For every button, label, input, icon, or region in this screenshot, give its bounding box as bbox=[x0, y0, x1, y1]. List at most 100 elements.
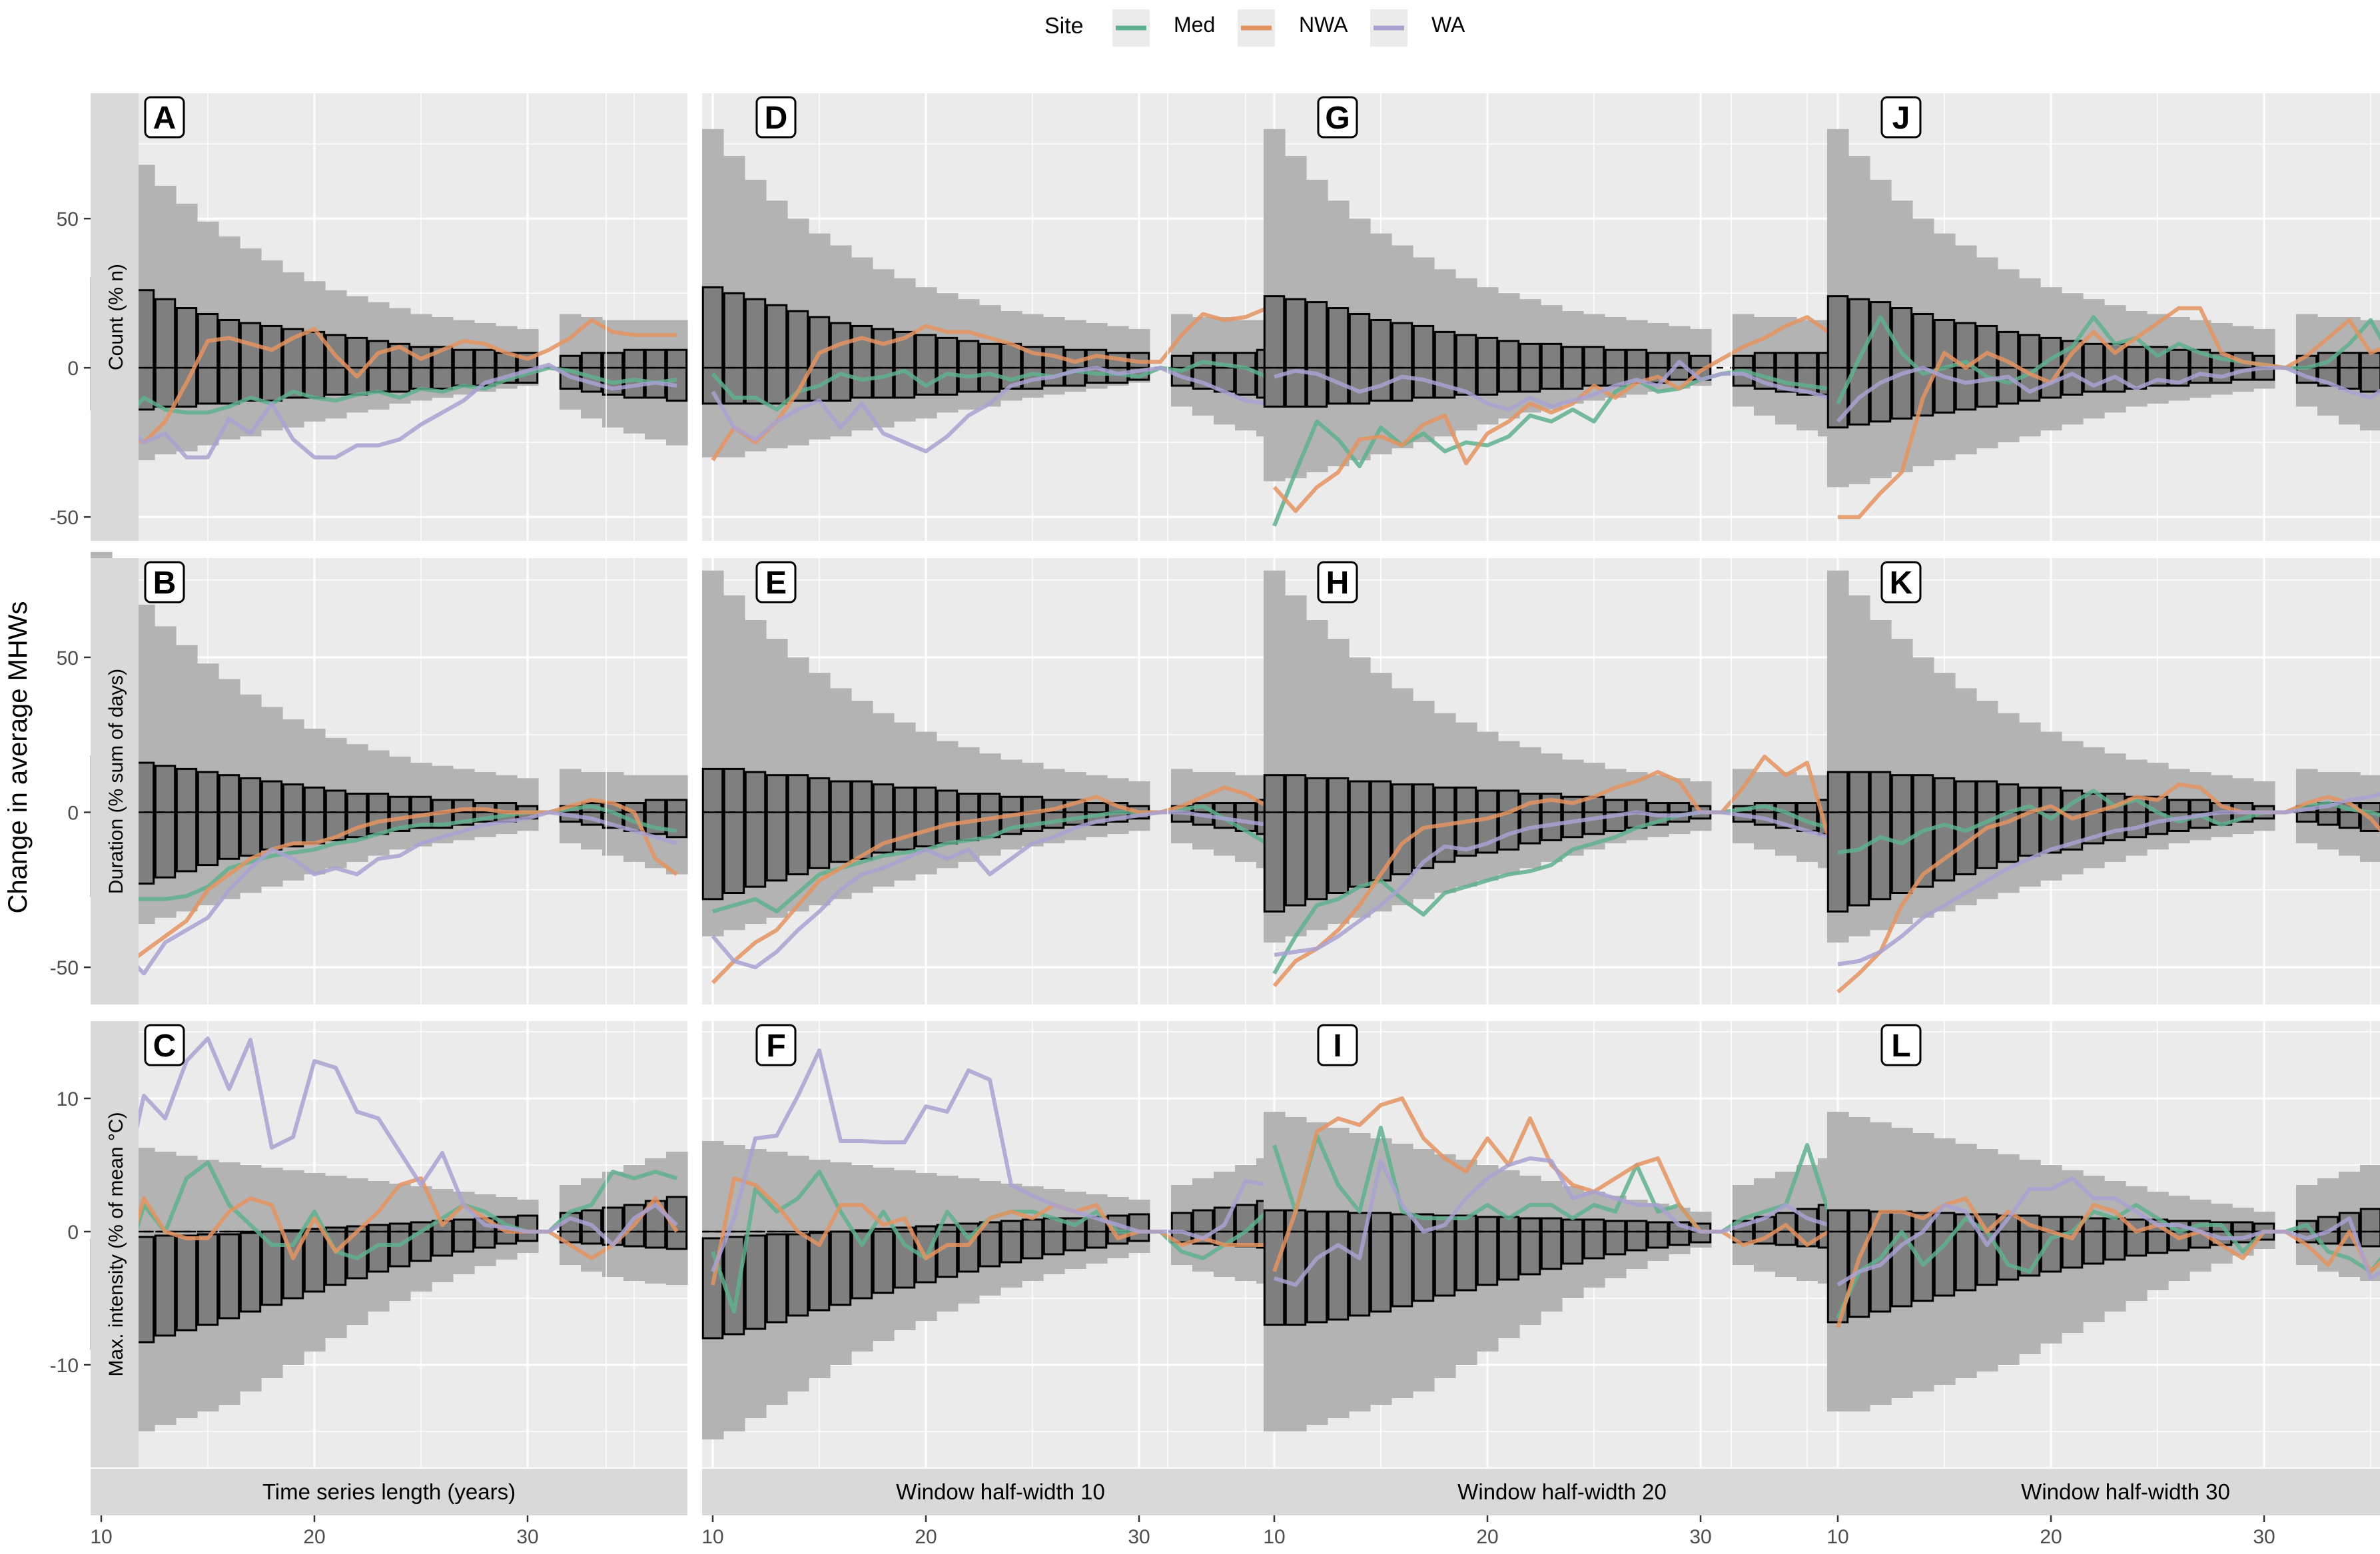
panel-label-text: E bbox=[765, 566, 787, 601]
panels: A Count (% n) -50 0 50 D G J B Duration (% sum of… bbox=[50, 93, 2380, 1548]
iqr-box bbox=[787, 774, 809, 876]
series-line-nwa bbox=[1838, 306, 2380, 520]
panel-label-text: H bbox=[1326, 566, 1350, 601]
iqr-box bbox=[2338, 352, 2361, 390]
iqr-box bbox=[829, 1230, 852, 1306]
iqr-box bbox=[303, 786, 326, 845]
series-line-wa bbox=[1274, 810, 1850, 957]
iqr-box bbox=[1327, 307, 1350, 405]
panel-label-text: A bbox=[153, 101, 177, 136]
x-tick-label: 20 bbox=[915, 1526, 937, 1548]
panel-label-text: K bbox=[1890, 566, 1913, 601]
iqr-box bbox=[239, 1232, 262, 1313]
iqr-box bbox=[829, 322, 852, 402]
y-tick-label: 10 bbox=[57, 1088, 79, 1110]
iqr-box bbox=[282, 783, 304, 848]
iqr-box bbox=[1042, 1217, 1065, 1256]
iqr-box bbox=[979, 793, 1001, 839]
panel-label-box bbox=[755, 561, 797, 603]
x-tick-label: 20 bbox=[2040, 1526, 2062, 1548]
iqr-box bbox=[218, 1233, 240, 1320]
series-line-wa bbox=[711, 810, 1289, 970]
iqr-box bbox=[1284, 298, 1307, 408]
x-tick-label: 30 bbox=[2253, 1526, 2275, 1548]
panel-label-box bbox=[1880, 561, 1922, 603]
series-line-wa bbox=[711, 366, 1289, 454]
series-line-nwa bbox=[100, 318, 677, 445]
panel-h: H bbox=[1167, 558, 1861, 1004]
iqr-box bbox=[1848, 771, 1870, 907]
panel-f: F Window half-width 10 10 20 30 bbox=[605, 1021, 1300, 1548]
iqr-box bbox=[1890, 774, 1913, 895]
iqr-box bbox=[1455, 1214, 1477, 1292]
iqr-box bbox=[787, 1233, 809, 1317]
iqr-box bbox=[1263, 295, 1286, 408]
column-strip bbox=[91, 1469, 687, 1515]
panel-label-text: G bbox=[1325, 101, 1350, 136]
panel-k: K bbox=[1731, 558, 2380, 1004]
iqr-box bbox=[1348, 780, 1371, 888]
iqr-box bbox=[2040, 1216, 2062, 1273]
legend-entry-med: Med bbox=[1112, 9, 1215, 47]
iqr-box bbox=[723, 767, 745, 895]
iqr-box bbox=[957, 340, 980, 393]
iqr-box bbox=[1213, 352, 1236, 393]
panel-label: K bbox=[1880, 561, 1922, 603]
iqr-box bbox=[665, 348, 688, 402]
iqr-box bbox=[1890, 307, 1913, 420]
iqr-box bbox=[154, 298, 177, 408]
iqr-box bbox=[1497, 789, 1520, 851]
y-tick-label: 0 bbox=[67, 1222, 79, 1244]
series-line-wa bbox=[1836, 366, 2380, 423]
series-line-med bbox=[711, 360, 1289, 412]
iqr-box bbox=[260, 780, 283, 851]
panel-label: L bbox=[1880, 1024, 1922, 1066]
iqr-box bbox=[1497, 340, 1520, 393]
iqr-box bbox=[915, 786, 937, 848]
iqr-box bbox=[1327, 777, 1350, 894]
panel-label: C bbox=[144, 1024, 185, 1066]
panel-g: G bbox=[1167, 93, 1861, 541]
iqr-box bbox=[1234, 802, 1257, 832]
iqr-box bbox=[644, 348, 667, 399]
iqr-box bbox=[723, 292, 745, 405]
iqr-box bbox=[2168, 799, 2190, 832]
panel-label-box bbox=[144, 96, 185, 139]
panel-label: E bbox=[755, 561, 797, 603]
iqr-box bbox=[154, 765, 177, 879]
series-line-wa bbox=[99, 1036, 679, 1247]
panel-label-box bbox=[144, 1024, 185, 1066]
iqr-box bbox=[787, 310, 809, 402]
series-line-nwa bbox=[1272, 754, 1852, 988]
iqr-box bbox=[1647, 1221, 1669, 1249]
iqr-box bbox=[1826, 295, 1849, 429]
panel-label-text: J bbox=[1892, 101, 1910, 136]
iqr-box bbox=[744, 771, 767, 888]
x-tick-label: 30 bbox=[1689, 1526, 1711, 1548]
iqr-box bbox=[936, 789, 959, 845]
y-tick-label: 50 bbox=[57, 208, 79, 230]
panel-a: A Count (% n) -50 0 50 bbox=[50, 93, 688, 541]
panel-d: D bbox=[605, 93, 1300, 541]
panel-label-text: D bbox=[765, 101, 788, 136]
iqr-box bbox=[1391, 322, 1413, 402]
iqr-box bbox=[851, 1229, 873, 1300]
iqr-box bbox=[744, 298, 767, 405]
series-line-med bbox=[1272, 368, 1850, 527]
iqr-box bbox=[723, 1236, 745, 1336]
iqr-box bbox=[197, 771, 219, 867]
iqr-box bbox=[154, 1234, 177, 1337]
iqr-box bbox=[2359, 1208, 2380, 1248]
series-line-nwa bbox=[1272, 315, 1852, 514]
iqr-box bbox=[1306, 777, 1328, 901]
series-line-nwa bbox=[1272, 1096, 1852, 1273]
panel-label: I bbox=[1317, 1024, 1358, 1066]
legend: Site Med NWA WA bbox=[1044, 9, 1465, 47]
iqr-box bbox=[367, 793, 390, 835]
iqr-box bbox=[808, 777, 831, 869]
iqr-box bbox=[1540, 342, 1563, 390]
iqr-box bbox=[303, 1228, 326, 1293]
row-strip bbox=[91, 1021, 139, 1467]
iqr-box bbox=[1890, 1210, 1913, 1308]
panel-label: D bbox=[755, 96, 797, 139]
